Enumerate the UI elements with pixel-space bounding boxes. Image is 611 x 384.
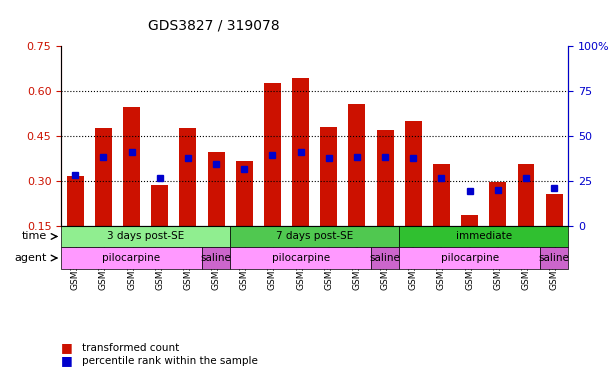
FancyBboxPatch shape (230, 226, 399, 247)
FancyBboxPatch shape (61, 247, 202, 269)
Bar (518, 164, 535, 226)
Text: 3 days post-SE: 3 days post-SE (107, 232, 185, 242)
Text: saline: saline (200, 253, 232, 263)
FancyBboxPatch shape (202, 247, 230, 269)
Text: saline: saline (539, 253, 569, 263)
Bar (376, 130, 393, 226)
Bar (152, 185, 168, 226)
Text: percentile rank within the sample: percentile rank within the sample (82, 356, 258, 366)
Bar (405, 121, 422, 226)
Bar (67, 176, 84, 226)
Bar (236, 161, 253, 226)
Text: pilocarpine: pilocarpine (271, 253, 330, 263)
FancyBboxPatch shape (230, 247, 371, 269)
Bar (461, 215, 478, 226)
Bar (264, 83, 281, 226)
Text: saline: saline (370, 253, 401, 263)
Bar (320, 127, 337, 226)
Bar (180, 128, 196, 226)
Bar (208, 152, 224, 226)
Text: time: time (22, 232, 47, 242)
FancyBboxPatch shape (540, 247, 568, 269)
Text: ■: ■ (61, 354, 73, 367)
FancyBboxPatch shape (399, 247, 540, 269)
FancyBboxPatch shape (371, 247, 399, 269)
Text: pilocarpine: pilocarpine (441, 253, 499, 263)
Text: agent: agent (15, 253, 47, 263)
Bar (433, 164, 450, 226)
Bar (123, 108, 140, 226)
Bar (348, 104, 365, 226)
Bar (292, 78, 309, 226)
Text: 7 days post-SE: 7 days post-SE (276, 232, 353, 242)
Text: pilocarpine: pilocarpine (103, 253, 161, 263)
Bar (95, 128, 112, 226)
Bar (546, 194, 563, 226)
Text: ■: ■ (61, 341, 73, 354)
Text: immediate: immediate (456, 232, 512, 242)
FancyBboxPatch shape (61, 226, 230, 247)
FancyBboxPatch shape (399, 226, 568, 247)
Text: GDS3827 / 319078: GDS3827 / 319078 (148, 19, 280, 33)
Text: transformed count: transformed count (82, 343, 180, 353)
Bar (489, 182, 507, 226)
